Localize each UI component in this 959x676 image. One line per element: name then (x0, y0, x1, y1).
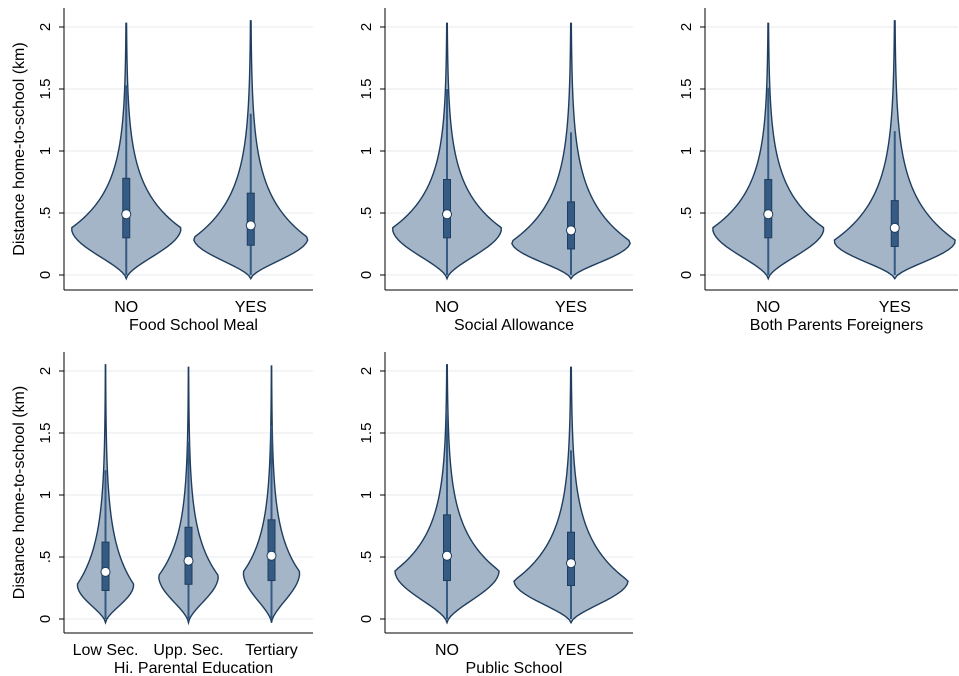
y-tick-label: 0 (358, 615, 375, 623)
y-tick-label: 1 (358, 147, 375, 155)
x-tick-label: NO (756, 299, 780, 316)
iqr-box (122, 177, 131, 239)
y-tick-label: .5 (37, 207, 54, 220)
violin-panel-1: 0 .5 1 1.5 2 Distance home-to-school (km) NO YE… (11, 8, 313, 334)
y-tick-label: 0 (37, 615, 54, 623)
iqr-box (443, 514, 451, 582)
median-marker (121, 209, 132, 220)
y-tick-label: 2 (358, 367, 375, 375)
y-tick-label: 1 (358, 491, 375, 499)
y-tick-label: 1.5 (358, 423, 375, 444)
y-tick-label: 2 (37, 23, 54, 31)
y-tick-label: 0 (37, 271, 54, 279)
median-marker (245, 220, 256, 231)
x-tick-label: NO (435, 299, 459, 316)
x-axis-title: Both Parents Foreigners (750, 317, 923, 334)
iqr-box (246, 192, 255, 246)
y-tick-label: 1.5 (358, 79, 375, 100)
x-tick-label: YES (555, 299, 587, 316)
x-axis-title: Public School (466, 660, 563, 676)
x-tick-label: YES (555, 642, 587, 659)
y-tick-label: .5 (37, 551, 54, 564)
y-tick-label: 1 (37, 147, 54, 155)
median-marker (100, 566, 111, 577)
median-marker (266, 550, 277, 561)
y-tick-label: .5 (358, 551, 375, 564)
median-marker (566, 225, 576, 236)
y-tick-label: 0 (358, 271, 375, 279)
x-tick-label: Low Sec. (73, 642, 139, 659)
iqr-box (443, 179, 451, 239)
x-tick-label: Upp. Sec. (153, 642, 223, 659)
y-tick-label: .5 (358, 207, 375, 220)
violin-panel-4: 0 .5 1 1.5 2 Distance home-to-school (km) Low … (11, 352, 313, 676)
iqr-box (101, 541, 110, 591)
x-axis-title: Hi. Parental Education (114, 660, 273, 676)
y-tick-label: 1 (37, 491, 54, 499)
median-marker (889, 222, 900, 233)
y-tick-label: 1 (678, 147, 695, 155)
median-marker (442, 550, 452, 561)
y-tick-label: 1.5 (678, 79, 695, 100)
median-marker (566, 558, 576, 569)
y-tick-label: .5 (678, 207, 695, 220)
y-axis-title: Distance home-to-school (km) (11, 386, 28, 599)
y-axis-title: Distance home-to-school (km) (11, 42, 28, 255)
x-tick-label: NO (435, 642, 459, 659)
y-tick-label: 1.5 (37, 423, 54, 444)
y-tick-label: 1.5 (37, 79, 54, 100)
median-marker (183, 555, 194, 566)
x-axis-title: Food School Meal (129, 317, 258, 334)
y-tick-label: 0 (678, 271, 695, 279)
iqr-box (267, 519, 276, 582)
y-tick-label: 2 (678, 23, 695, 31)
x-tick-label: YES (879, 299, 911, 316)
median-marker (763, 209, 774, 220)
y-tick-label: 2 (37, 367, 54, 375)
x-tick-label: Tertiary (245, 642, 297, 659)
x-tick-label: YES (235, 299, 267, 316)
x-tick-label: NO (114, 299, 138, 316)
median-marker (442, 209, 452, 220)
x-axis-title: Social Allowance (454, 317, 574, 334)
iqr-box (764, 179, 773, 239)
y-tick-label: 2 (358, 23, 375, 31)
